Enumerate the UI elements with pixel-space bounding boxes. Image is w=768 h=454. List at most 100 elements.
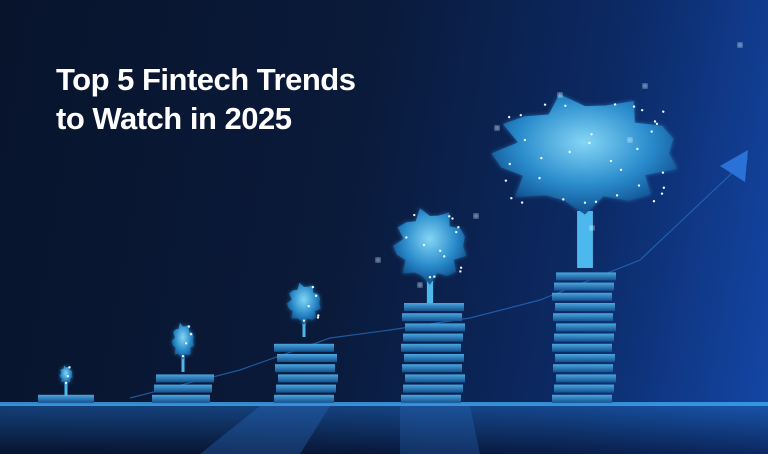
tree-node — [660, 192, 664, 195]
tree-node — [637, 184, 641, 187]
tree-node — [583, 201, 587, 204]
tree-node — [540, 156, 543, 160]
coin — [405, 323, 465, 332]
sparkle — [473, 213, 479, 219]
coin — [276, 384, 336, 393]
coin — [401, 343, 461, 352]
tree-crown — [393, 208, 467, 285]
coin — [556, 374, 616, 383]
tree-trunk — [302, 321, 306, 337]
coin — [38, 394, 94, 403]
tree-trunk — [181, 356, 185, 372]
tree-node — [311, 285, 315, 289]
tree — [491, 94, 677, 268]
coin — [274, 343, 334, 352]
tree-node — [508, 162, 512, 166]
tree-node — [187, 325, 191, 328]
tree-node — [457, 225, 460, 229]
sparkle — [417, 282, 423, 288]
coin-stack — [152, 374, 214, 403]
tree-node — [68, 366, 71, 369]
tree-node — [314, 294, 318, 298]
coin — [555, 303, 615, 311]
coin — [554, 282, 614, 291]
tree-node — [613, 103, 617, 106]
tree-node — [443, 255, 446, 258]
tree-node — [662, 110, 665, 113]
tree-node — [317, 314, 320, 317]
tree-trunk — [426, 281, 434, 303]
coin — [405, 374, 465, 383]
sparkle — [627, 137, 633, 143]
tree-node — [640, 108, 644, 112]
tree-node — [615, 194, 619, 197]
page-title: Top 5 Fintech Trends to Watch in 2025 — [56, 60, 356, 138]
title-line-2: to Watch in 2025 — [56, 101, 292, 136]
tree-node — [661, 171, 665, 174]
coin — [403, 384, 463, 393]
coin — [156, 374, 214, 383]
coin — [152, 394, 210, 403]
tree-crown — [171, 322, 195, 360]
tree-node — [562, 198, 565, 201]
tree-node — [632, 105, 636, 108]
coin-stack — [38, 394, 94, 403]
tree-node — [636, 147, 639, 151]
tree-node — [594, 200, 598, 204]
tree-node — [448, 215, 451, 218]
tree-node — [507, 115, 511, 119]
tree-node — [433, 275, 436, 278]
tree-node — [619, 168, 623, 172]
tree — [287, 282, 321, 337]
coin — [401, 394, 461, 403]
tree-node — [538, 176, 541, 180]
tree-node — [652, 200, 656, 203]
tree-node — [523, 138, 527, 142]
tree-node — [189, 333, 193, 336]
tree-node — [428, 276, 432, 279]
tree-crown — [287, 282, 321, 325]
tree-crown — [59, 365, 73, 385]
coin — [404, 354, 464, 362]
tree-node — [459, 270, 462, 273]
tree-node — [504, 179, 508, 182]
tree-node — [459, 266, 463, 269]
tree-node — [662, 186, 666, 189]
tree-node — [307, 304, 310, 308]
tree-node — [564, 104, 567, 107]
sparkle — [557, 92, 563, 98]
sparkle — [375, 257, 381, 263]
tree-trunk — [577, 211, 593, 268]
tree-node — [455, 230, 458, 234]
tree-trunk — [64, 381, 68, 396]
tree-node — [588, 141, 591, 145]
coin — [554, 384, 614, 393]
tree-crown — [491, 94, 677, 215]
tree-node — [609, 159, 613, 163]
coin — [553, 364, 613, 373]
coin — [275, 364, 335, 373]
coin — [154, 384, 212, 393]
coin — [556, 272, 616, 281]
coin — [555, 354, 615, 362]
tree-node — [543, 103, 547, 106]
tree — [171, 322, 195, 372]
coin — [278, 374, 338, 383]
coin — [552, 292, 612, 301]
coin — [554, 333, 614, 342]
floor — [0, 402, 768, 454]
sparkle — [589, 225, 595, 231]
tree-node — [181, 355, 185, 358]
sparkle — [737, 42, 743, 48]
coin-stack — [401, 303, 465, 403]
tree-node — [316, 316, 320, 319]
coin — [402, 313, 462, 322]
coin — [274, 394, 334, 403]
tree-node — [590, 133, 593, 136]
tree-node — [439, 249, 442, 252]
tree-node — [405, 236, 408, 239]
tree-node — [653, 120, 657, 123]
arrow-head-icon — [720, 150, 748, 182]
